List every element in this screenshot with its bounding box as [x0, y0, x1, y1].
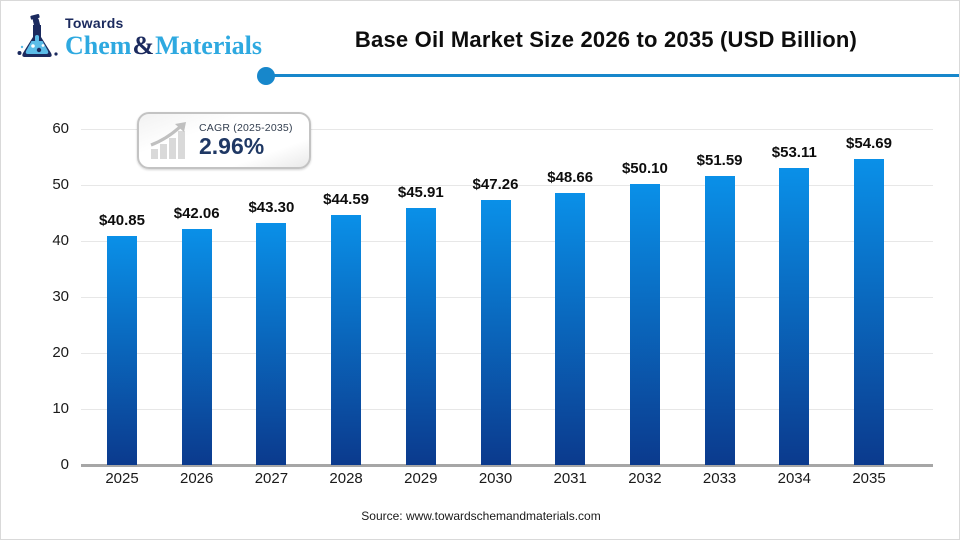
- bar-value-label: $47.26: [472, 176, 519, 194]
- bar: [181, 229, 212, 465]
- bar: [555, 192, 586, 465]
- bar: [779, 167, 810, 465]
- logo-line1: Towards: [65, 15, 124, 31]
- divider-line: [266, 74, 959, 77]
- growth-chart-icon: [150, 121, 186, 159]
- bar: [854, 158, 884, 465]
- x-tick-label: 2035: [852, 470, 886, 487]
- bar-column-2030: $47.26: [459, 129, 533, 465]
- bar-value-label: $42.06: [173, 205, 220, 223]
- bar-value-label: $51.59: [696, 152, 743, 170]
- bar: [107, 236, 137, 465]
- bar-column-2035: $54.69: [832, 129, 906, 465]
- bar-column-2028: $44.59: [309, 129, 383, 465]
- x-tick-label: 2027: [254, 470, 289, 487]
- bar: [405, 207, 436, 465]
- brand-logo-text: Towards Chem&Materials: [65, 13, 262, 59]
- page-title: Base Oil Market Size 2026 to 2035 (USD B…: [354, 27, 858, 52]
- bar-value-label: $48.66: [547, 168, 594, 186]
- gridline: [81, 185, 933, 186]
- cagr-label: CAGR (2025-2035): [199, 121, 293, 134]
- bar-column-2025: $40.85: [85, 129, 159, 465]
- bar-value-label: $54.69: [846, 134, 892, 152]
- x-tick-label: 2032: [628, 470, 662, 487]
- x-tick-label: 2025: [105, 470, 139, 487]
- x-tick-label: 2030: [478, 470, 513, 487]
- x-axis-line: [81, 464, 933, 467]
- bar-value-label: $53.11: [771, 143, 817, 161]
- cagr-badge: CAGR (2025-2035) 2.96%: [137, 112, 311, 169]
- bar-column-2027: $43.30: [234, 129, 308, 465]
- y-tick-label: 40: [52, 232, 69, 249]
- brand-logo: Towards Chem&Materials: [15, 13, 262, 61]
- x-tick-label: 2029: [404, 470, 438, 487]
- logo-materials: Materials: [155, 31, 262, 60]
- bar-column-2034: $53.11: [757, 129, 831, 465]
- bar-column-2026: $42.06: [160, 129, 234, 465]
- bar-column-2029: $45.91: [384, 129, 458, 465]
- bar: [256, 222, 287, 465]
- y-tick-label: 50: [52, 176, 69, 193]
- y-tick-label: 10: [52, 400, 69, 417]
- bar-value-label: $45.91: [397, 183, 444, 201]
- bar: [629, 184, 660, 465]
- logo-line2: Chem&Materials: [65, 33, 262, 59]
- logo-chem: Chem: [65, 31, 132, 60]
- x-tick-label: 2034: [777, 470, 811, 487]
- y-tick-label: 60: [52, 120, 69, 137]
- y-tick-label: 0: [60, 456, 69, 473]
- bar: [480, 200, 511, 465]
- y-tick-label: 30: [52, 288, 69, 305]
- bar-value-label: $50.10: [621, 160, 668, 178]
- cagr-value: 2.96%: [199, 132, 265, 159]
- gridline: [81, 129, 933, 130]
- x-tick-label: 2026: [180, 470, 214, 487]
- y-tick-label: 20: [52, 344, 69, 361]
- bar-column-2032: $50.10: [608, 129, 682, 465]
- logo-ampersand: &: [132, 31, 155, 60]
- source-text: Source: www.towardschemandmaterials.com: [361, 509, 601, 523]
- x-tick-label: 2031: [553, 470, 587, 487]
- x-tick-label: 2028: [329, 470, 363, 487]
- bar-value-label: $44.59: [323, 191, 370, 209]
- cagr-text: CAGR (2025-2035) 2.96%: [199, 122, 293, 159]
- x-tick-label: 2033: [702, 470, 737, 487]
- bar-column-2033: $51.59: [683, 129, 757, 465]
- bar-column-2031: $48.66: [533, 129, 607, 465]
- bar-value-label: $43.30: [248, 198, 295, 216]
- bar: [704, 176, 735, 465]
- bar: [331, 215, 362, 465]
- bar-value-label: $40.85: [99, 212, 145, 230]
- flask-icon: [17, 13, 58, 57]
